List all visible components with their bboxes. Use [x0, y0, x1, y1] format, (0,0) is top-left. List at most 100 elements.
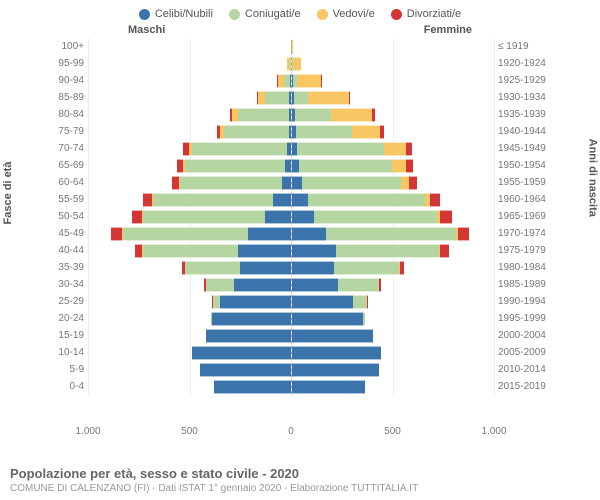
- header-male: Maschi: [128, 24, 165, 36]
- footer: Popolazione per età, sesso e stato civil…: [10, 466, 590, 494]
- year-label: 2005-2009: [494, 347, 552, 358]
- year-label: 1990-1994: [494, 296, 552, 307]
- age-label: 70-74: [48, 143, 88, 154]
- pyramid-row: 0-42015-2019: [48, 378, 552, 395]
- age-label: 60-64: [48, 177, 88, 188]
- bar-segment: [220, 295, 291, 309]
- legend: Celibi/NubiliConiugati/eVedovi/eDivorzia…: [0, 0, 600, 24]
- bar-female: [291, 329, 494, 343]
- age-label: 75-79: [48, 126, 88, 137]
- bar-segment: [400, 261, 404, 275]
- bar-container: [88, 176, 494, 190]
- year-label: 1950-1954: [494, 160, 552, 171]
- bar-segment: [282, 176, 291, 190]
- year-label: 1930-1934: [494, 92, 552, 103]
- pyramid-row: 40-441975-1979: [48, 242, 552, 259]
- x-axis: 1.00050005001.000: [48, 426, 552, 442]
- legend-swatch: [139, 9, 150, 20]
- bar-segment: [185, 159, 284, 173]
- bar-segment: [409, 176, 417, 190]
- bar-segment: [135, 244, 142, 258]
- pyramid-row: 95-991920-1924: [48, 55, 552, 72]
- legend-swatch: [391, 9, 402, 20]
- pyramid-row: 80-841935-1939: [48, 106, 552, 123]
- bar-segment: [334, 261, 399, 275]
- x-tick: 1.000: [75, 426, 100, 437]
- bar-segment: [295, 108, 331, 122]
- bar-female: [291, 74, 494, 88]
- bar-male: [88, 159, 291, 173]
- y-axis-right-label: Anni di nascita: [586, 139, 598, 217]
- bar-segment: [297, 142, 384, 156]
- pyramid-row: 5-92010-2014: [48, 361, 552, 378]
- bar-segment: [296, 125, 353, 139]
- year-label: 1960-1964: [494, 194, 552, 205]
- bar-segment: [349, 91, 351, 105]
- bar-segment: [336, 244, 439, 258]
- pyramid-row: 65-691950-1954: [48, 157, 552, 174]
- bar-segment: [440, 244, 448, 258]
- bar-segment: [308, 193, 425, 207]
- bar-male: [88, 312, 291, 326]
- bar-male: [88, 227, 291, 241]
- bar-female: [291, 210, 494, 224]
- age-label: 20-24: [48, 313, 88, 324]
- age-label: 100+: [48, 41, 88, 52]
- y-axis-left-label: Fasce di età: [2, 162, 14, 225]
- year-label: 1965-1969: [494, 211, 552, 222]
- year-label: 1985-1989: [494, 279, 552, 290]
- bar-container: [88, 346, 494, 360]
- bar-male: [88, 125, 291, 139]
- bar-segment: [458, 227, 469, 241]
- bar-male: [88, 40, 291, 54]
- bar-female: [291, 57, 494, 71]
- bar-segment: [406, 159, 413, 173]
- bar-female: [291, 244, 494, 258]
- bar-segment: [440, 210, 451, 224]
- bar-segment: [331, 108, 371, 122]
- bar-segment: [380, 125, 384, 139]
- bar-segment: [292, 295, 353, 309]
- bar-segment: [353, 295, 367, 309]
- bar-segment: [212, 312, 291, 326]
- year-label: 1940-1944: [494, 126, 552, 137]
- bar-segment: [192, 346, 291, 360]
- bar-female: [291, 176, 494, 190]
- bar-container: [88, 40, 494, 54]
- bar-female: [291, 40, 494, 54]
- bar-male: [88, 329, 291, 343]
- pyramid-row: 50-54 1965-1969: [48, 208, 552, 225]
- bar-segment: [206, 278, 234, 292]
- pyramid-row: 90-941925-1929: [48, 72, 552, 89]
- legend-item: Divorziati/e: [391, 8, 461, 20]
- pyramid-row: 85-891930-1934: [48, 89, 552, 106]
- bar-female: [291, 295, 494, 309]
- legend-item: Celibi/Nubili: [139, 8, 213, 20]
- age-label: 25-29: [48, 296, 88, 307]
- bar-segment: [292, 40, 293, 54]
- bar-segment: [153, 193, 273, 207]
- bar-segment: [192, 142, 287, 156]
- bar-segment: [180, 176, 282, 190]
- bar-male: [88, 176, 291, 190]
- bar-male: [88, 74, 291, 88]
- legend-label: Celibi/Nubili: [155, 8, 213, 20]
- bar-segment: [292, 159, 299, 173]
- age-label: 50-54: [48, 211, 88, 222]
- year-label: 2010-2014: [494, 364, 552, 375]
- bar-segment: [338, 278, 378, 292]
- bar-female: [291, 380, 494, 394]
- bar-segment: [172, 176, 179, 190]
- bar-segment: [292, 278, 338, 292]
- bar-segment: [238, 108, 289, 122]
- bar-segment: [326, 227, 455, 241]
- x-ticks: 1.00050005001.000: [88, 426, 494, 442]
- legend-swatch: [229, 9, 240, 20]
- bar-segment: [234, 278, 291, 292]
- age-label: 90-94: [48, 75, 88, 86]
- bar-container: [88, 329, 494, 343]
- chart-area: Maschi Femmine 100+≤ 191995-991920-19249…: [48, 24, 552, 424]
- legend-label: Divorziati/e: [407, 8, 461, 20]
- bar-female: [291, 312, 494, 326]
- bar-male: [88, 91, 291, 105]
